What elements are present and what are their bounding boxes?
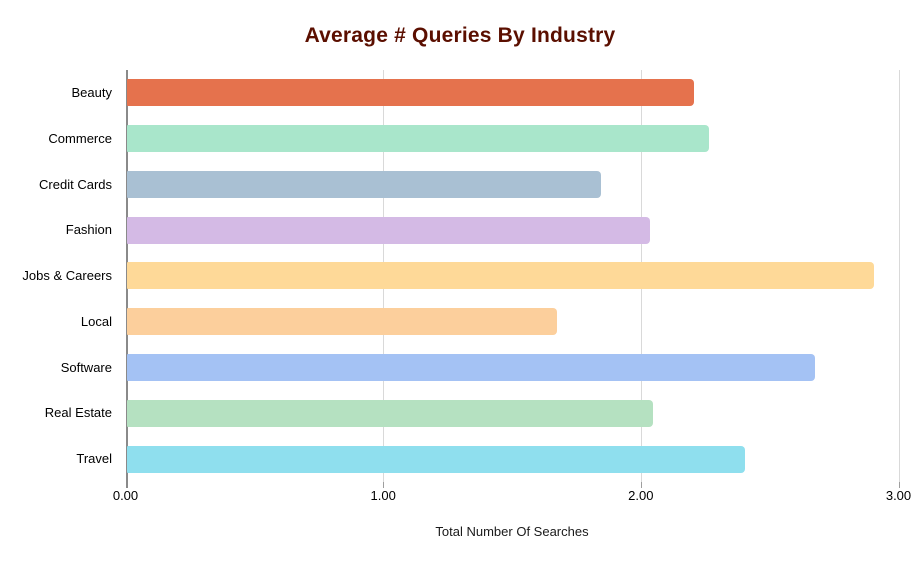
category-label: Commerce — [48, 130, 112, 146]
category-label: Beauty — [71, 85, 112, 100]
y-axis-line — [125, 70, 128, 488]
category-label: Credit Cards — [39, 176, 112, 192]
bar-row: Jobs & Careers — [0, 253, 920, 299]
bar-row: Travel — [0, 436, 920, 482]
bar-row: Commerce — [0, 116, 920, 162]
bar-travel — [127, 445, 746, 473]
x-tick-mark — [640, 482, 642, 488]
category-label: Real Estate — [44, 405, 112, 421]
bar-software — [127, 354, 815, 382]
bar-row: Local — [0, 299, 920, 345]
bar-fashion — [127, 216, 651, 244]
x-tick-mark — [898, 482, 900, 488]
bar-real-estate — [127, 399, 653, 427]
x-tick-label: 3.00 — [885, 488, 912, 503]
bar-credit-cards — [127, 170, 602, 198]
category-label: Software — [60, 359, 112, 375]
bar-row: Beauty — [0, 70, 920, 116]
bar-beauty — [127, 79, 694, 107]
bar-commerce — [127, 125, 710, 153]
category-label: Local — [80, 313, 112, 329]
x-tick-label: 2.00 — [628, 488, 654, 503]
category-label: Travel — [76, 451, 112, 467]
bar-row: Credit Cards — [0, 162, 920, 208]
bar-row: Software — [0, 345, 920, 391]
bar-row: Real Estate — [0, 390, 920, 436]
x-axis-title: Total Number Of Searches — [435, 524, 589, 539]
gridline — [898, 70, 900, 482]
bar-jobs-careers — [127, 262, 875, 290]
bar-row: Fashion — [0, 207, 920, 253]
category-label: Jobs & Careers — [22, 268, 112, 284]
category-label: Fashion — [65, 222, 112, 238]
x-tick-label: 1.00 — [370, 488, 396, 503]
bar-local — [127, 308, 558, 336]
x-tick-mark — [383, 482, 385, 488]
chart-title: Average # Queries By Industry — [304, 24, 616, 47]
x-tick-label: 0.00 — [112, 488, 139, 503]
